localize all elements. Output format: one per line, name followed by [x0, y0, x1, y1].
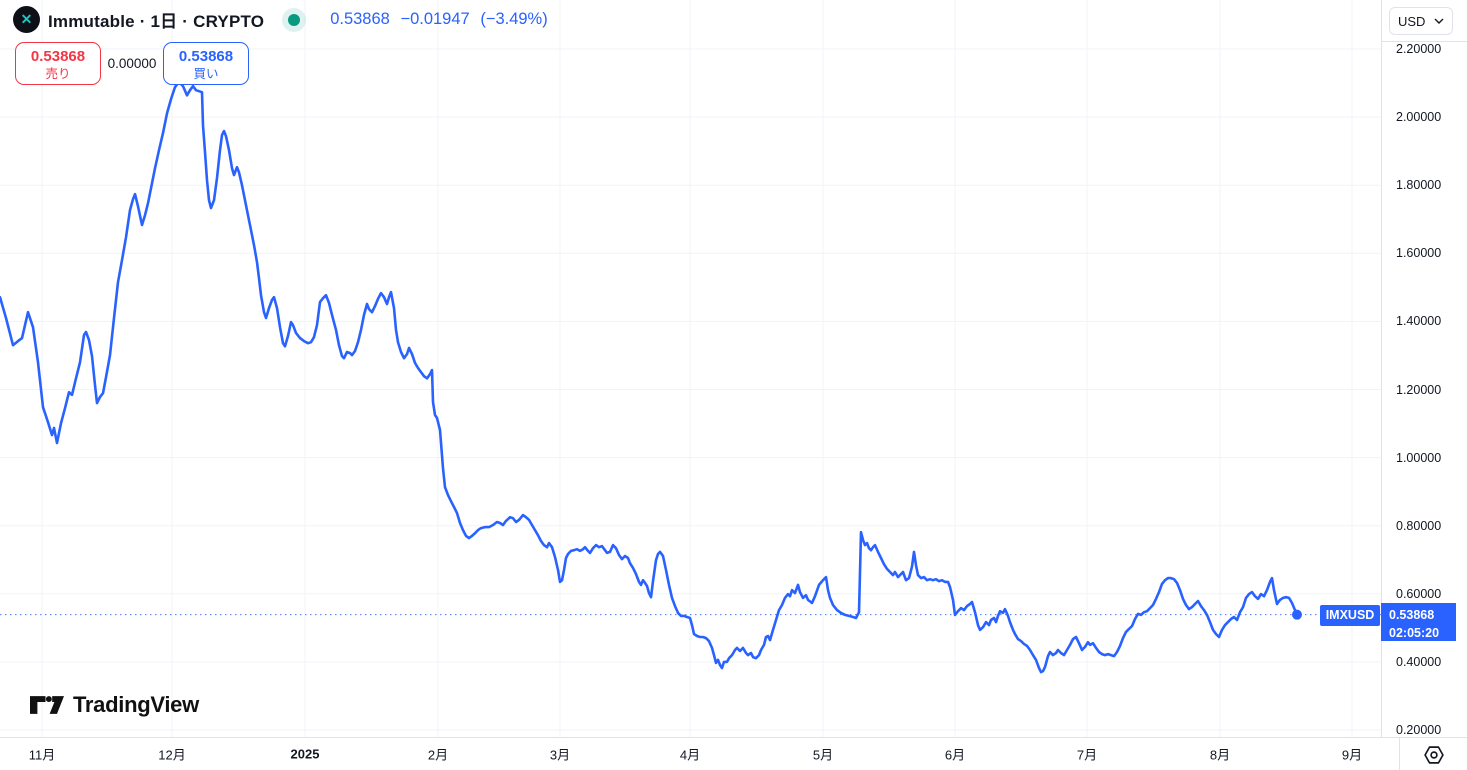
currency-selector-area: USD — [1382, 0, 1467, 42]
price-tick-label: 1.20000 — [1396, 382, 1442, 397]
time-tick-label: 2025 — [290, 746, 320, 762]
series-symbol-label: IMXUSD — [1320, 604, 1380, 626]
chart-plot-area[interactable] — [0, 0, 1381, 737]
hexagon-settings-icon — [1423, 745, 1444, 764]
current-price-label: 0.53868 02:05:20 — [1381, 602, 1456, 641]
price-tick-label: 0.60000 — [1396, 586, 1442, 601]
time-tick-label: 9月 — [1341, 747, 1363, 763]
time-tick-label: 4月 — [679, 747, 701, 763]
price-tick-label: 1.00000 — [1396, 450, 1442, 465]
time-tick-label: 5月 — [812, 747, 834, 763]
symbol-title[interactable]: Immutable · 1日 · CRYPTO — [48, 12, 265, 31]
buy-price: 0.53868 — [178, 48, 234, 65]
price-tick-label: 1.60000 — [1396, 246, 1442, 261]
sell-price: 0.53868 — [30, 48, 86, 65]
timezone-settings-button[interactable] — [1399, 738, 1467, 770]
quote-readout: 0.53868 −0.01947 (−3.49%) — [330, 10, 554, 29]
symbol-header: ✕ Immutable · 1日 · CRYPTO 0.53868 −0.019… — [13, 6, 554, 33]
time-tick-label: 12月 — [158, 747, 186, 763]
quote-change-pct: (−3.49%) — [480, 10, 548, 28]
time-axis[interactable]: 11月 12月 2025 2月 3月 4月 5月 6月 7月 8月 9月 — [0, 737, 1467, 770]
price-tick-label: 0.40000 — [1396, 654, 1442, 669]
immutable-logo-icon[interactable]: ✕ — [13, 6, 40, 33]
market-status-halo — [282, 7, 307, 32]
tradingview-wordmark: TradingView — [73, 692, 199, 717]
time-tick-label: 2月 — [427, 747, 449, 763]
price-tick-label: 1.80000 — [1396, 178, 1442, 193]
market-open-dot-icon[interactable] — [288, 13, 301, 26]
sell-button[interactable]: 0.53868 売り — [15, 42, 101, 85]
quote-change: −0.01947 — [400, 10, 470, 28]
price-tick-label: 2.20000 — [1396, 42, 1442, 56]
currency-label: USD — [1398, 13, 1426, 29]
price-tick-label: 1.40000 — [1396, 314, 1442, 329]
tradingview-mark-icon — [30, 696, 64, 714]
tradingview-logo[interactable]: TradingView — [30, 692, 199, 718]
price-tick-label: 0.80000 — [1396, 518, 1442, 533]
current-price-value: 0.53868 — [1389, 607, 1435, 622]
currency-dropdown[interactable]: USD — [1389, 7, 1453, 35]
bar-countdown: 02:05:20 — [1389, 625, 1440, 640]
price-tick-label: 0.20000 — [1396, 723, 1442, 737]
time-tick-label: 7月 — [1076, 747, 1098, 763]
chevron-down-icon — [1434, 18, 1444, 24]
buy-label: 買い — [193, 66, 219, 81]
order-panel: 0.53868 売り 0.00000 0.53868 買い — [15, 42, 249, 85]
price-tick-label: 2.00000 — [1396, 110, 1442, 125]
buy-button[interactable]: 0.53868 買い — [163, 42, 249, 85]
spread-value: 0.00000 — [107, 56, 157, 71]
price-line-chart[interactable] — [0, 0, 1381, 737]
sell-label: 売り — [45, 66, 71, 81]
time-tick-label: 3月 — [549, 747, 571, 763]
time-tick-label: 6月 — [944, 747, 966, 763]
time-tick-label: 11月 — [28, 747, 56, 763]
time-tick-label: 8月 — [1209, 747, 1231, 763]
quote-last: 0.53868 — [330, 10, 390, 28]
